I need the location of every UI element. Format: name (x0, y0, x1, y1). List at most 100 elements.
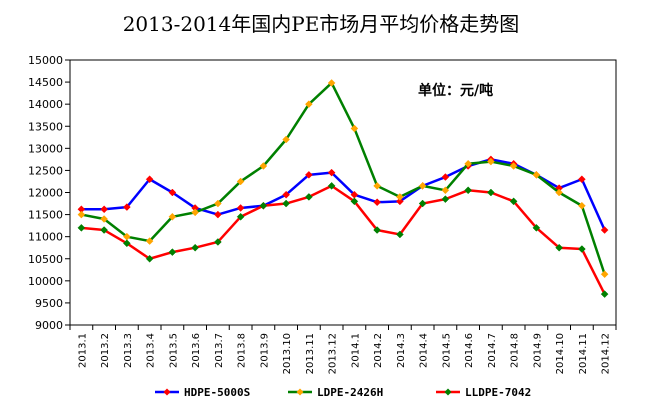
x-tick-label: 2014.7 (487, 333, 498, 368)
unit-label: 单位：元/吨 (418, 82, 493, 99)
y-tick-label: 9500 (35, 297, 63, 310)
data-point (396, 230, 404, 239)
data-point (578, 175, 586, 184)
legend-label: LLDPE-7042 (465, 386, 531, 399)
data-point (214, 210, 222, 219)
legend-marker (444, 388, 452, 396)
data-point (532, 170, 541, 179)
legend-marker (163, 388, 171, 396)
data-point (100, 215, 108, 223)
chart-title: 2013-2014年国内PE市场月平均价格走势图 (123, 12, 520, 36)
data-point (236, 177, 245, 186)
series-LDPE-2426H (77, 79, 609, 279)
data-point (282, 199, 290, 208)
data-point (350, 197, 359, 206)
legend-label: LDPE-2426H (317, 386, 383, 399)
series-line (81, 158, 606, 231)
x-tick-label: 2014.8 (510, 333, 521, 368)
data-point (327, 79, 336, 87)
x-tick-label: 2013.5 (168, 333, 179, 368)
data-point (441, 195, 450, 203)
x-tick-label: 2013.12 (328, 333, 339, 374)
data-point (282, 135, 290, 144)
data-point (77, 223, 86, 232)
x-tick-label: 2013.10 (282, 333, 293, 374)
x-tick-label: 2013.4 (146, 333, 157, 368)
legend: HDPE-5000S LDPE-2426H LLDPE-7042 (155, 386, 531, 399)
data-point (418, 182, 427, 190)
data-point (441, 186, 450, 195)
data-point (236, 212, 245, 221)
data-point (123, 203, 131, 211)
y-tick-label: 15000 (28, 54, 63, 67)
y-tick-label: 10500 (28, 253, 63, 266)
data-point (600, 290, 609, 298)
x-tick-label: 2013.9 (259, 333, 270, 368)
legend-label: HDPE-5000S (184, 386, 250, 399)
y-tick-label: 9000 (35, 319, 63, 332)
data-point (145, 175, 154, 184)
data-point (100, 226, 108, 234)
data-point (214, 199, 222, 208)
x-tick-label: 2014.5 (441, 333, 452, 368)
data-point (145, 237, 154, 245)
x-tick-label: 2013.11 (305, 333, 316, 374)
data-point (464, 159, 472, 168)
y-tick-label: 10000 (28, 275, 63, 288)
data-point (305, 193, 313, 201)
data-point (282, 190, 290, 199)
x-tick-label: 2014.9 (532, 333, 543, 368)
data-point (578, 245, 586, 253)
data-point (373, 198, 381, 207)
data-point (396, 197, 404, 206)
data-point (509, 197, 518, 206)
data-point (259, 201, 268, 210)
data-point (600, 270, 609, 279)
x-tick-label: 2014.4 (419, 333, 430, 368)
data-point (350, 124, 359, 133)
y-tick-label: 12000 (28, 187, 63, 200)
data-point (236, 204, 245, 212)
data-point (305, 100, 313, 109)
y-tick-label: 13500 (28, 120, 63, 133)
legend-item: LLDPE-7042 (436, 386, 531, 399)
data-point (441, 173, 450, 181)
legend-item: LDPE-2426H (288, 386, 383, 399)
data-point (555, 243, 563, 252)
data-point (305, 170, 313, 179)
legend-marker (296, 388, 304, 396)
data-point (327, 168, 336, 177)
series-line (81, 81, 606, 275)
data-point (168, 248, 177, 256)
y-axis: 9000 9500 10000 10500 11000 11500 12000 12500 13… (28, 54, 70, 332)
x-tick-label: 2014.2 (373, 333, 384, 368)
x-tick-label: 2013.2 (100, 333, 111, 368)
data-point (373, 182, 381, 190)
x-tick-label: 2014.3 (396, 333, 407, 368)
x-tick-label: 2014.6 (464, 333, 475, 368)
data-point (464, 186, 472, 195)
x-tick-label: 2014.12 (601, 333, 612, 374)
data-point (327, 182, 336, 190)
x-tick-label: 2013.8 (237, 333, 248, 368)
y-tick-label: 14000 (28, 98, 63, 111)
legend-item: HDPE-5000S (155, 386, 250, 399)
x-tick-label: 2013.3 (123, 333, 134, 368)
data-point (373, 226, 381, 234)
x-tick-label: 2013.6 (191, 333, 202, 368)
x-tick-label: 2014.1 (350, 333, 361, 368)
data-point (396, 193, 404, 201)
data-point (168, 212, 177, 221)
data-point (418, 199, 427, 208)
x-tick-label: 2013.1 (77, 333, 88, 368)
data-point (123, 239, 131, 248)
y-tick-label: 11000 (28, 231, 63, 244)
y-tick-label: 13000 (28, 142, 63, 155)
data-point (100, 205, 108, 214)
y-tick-label: 14500 (28, 76, 63, 89)
data-point (77, 210, 86, 219)
data-point (259, 162, 268, 170)
data-point (555, 188, 563, 197)
data-point (578, 201, 586, 210)
